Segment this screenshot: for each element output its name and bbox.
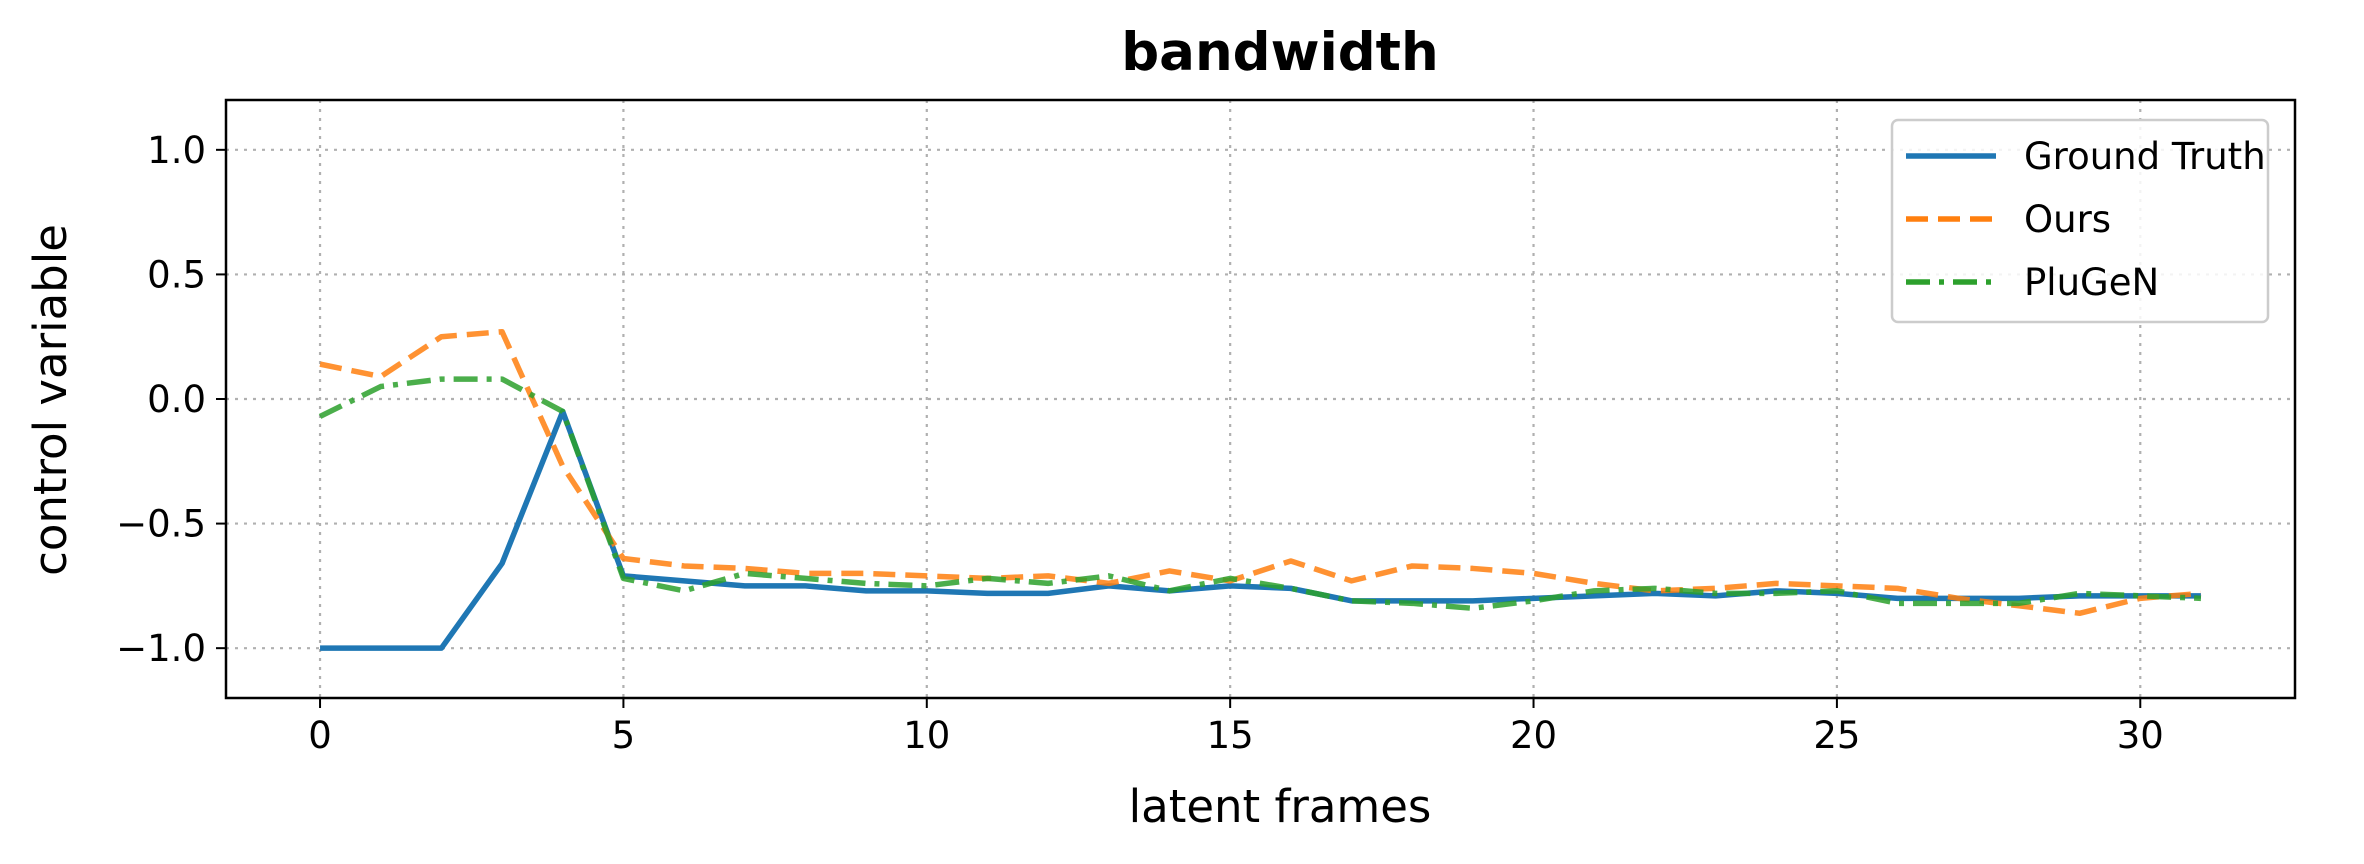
series-lines — [318, 328, 2202, 651]
axes: 0 5 10 15 20 25 30 1.0 0.5 0.0 −0.5 −1.0 — [116, 98, 2297, 757]
x-tick-label: 15 — [1207, 714, 1254, 757]
x-tick-label: 30 — [2117, 714, 2164, 757]
x-tick-label: 25 — [1813, 714, 1860, 757]
x-tick-label: 0 — [308, 714, 332, 757]
x-tick-label: 20 — [1510, 714, 1557, 757]
x-axis-label: latent frames — [1129, 780, 1432, 833]
legend-label: Ours — [2024, 198, 2111, 241]
y-tick-label: 0.0 — [147, 378, 206, 421]
x-tick-label: 10 — [903, 714, 950, 757]
chart-title: bandwidth — [1121, 22, 1439, 83]
y-axis-label: control variable — [24, 224, 77, 576]
legend: Ground Truth Ours PluGeN — [1890, 118, 2270, 324]
series-line-ours — [319, 328, 2202, 617]
y-tick-label: −1.0 — [116, 627, 206, 670]
x-tick-label: 5 — [612, 714, 636, 757]
y-tick-label: 0.5 — [147, 253, 206, 296]
grid — [226, 100, 2295, 698]
y-tick-label: 1.0 — [147, 129, 206, 172]
legend-label: Ground Truth — [2024, 135, 2266, 178]
series-line-ground-truth — [320, 408, 2201, 651]
legend-box — [1890, 118, 2270, 324]
series-line-plugen — [318, 376, 2202, 612]
legend-label: PluGeN — [2024, 261, 2159, 304]
y-tick-label: −0.5 — [116, 503, 206, 546]
